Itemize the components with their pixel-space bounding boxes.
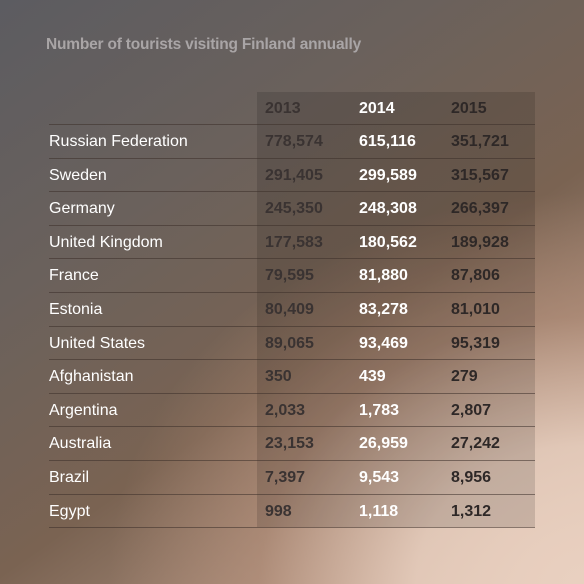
table-cell-2015: 95,319 xyxy=(451,335,500,352)
table-cell-2015: 351,721 xyxy=(451,133,509,150)
table-cell-2015: 87,806 xyxy=(451,267,500,284)
table-cell-2013: 2,033 xyxy=(265,402,306,419)
table-cell-2014: 26,959 xyxy=(359,435,408,452)
row-label: Russian Federation xyxy=(49,133,188,150)
row-label: United States xyxy=(49,335,146,352)
table-cell-2015: 266,397 xyxy=(451,200,509,217)
row-divider xyxy=(49,326,535,327)
table-cell-2014: 180,562 xyxy=(359,234,417,251)
row-label: Estonia xyxy=(49,301,103,318)
row-divider xyxy=(49,292,535,293)
row-divider xyxy=(49,158,535,159)
row-divider xyxy=(49,494,535,495)
table-cell-2015: 8,956 xyxy=(451,469,492,486)
table-cell-2013: 291,405 xyxy=(265,167,323,184)
table-cell-2013: 80,409 xyxy=(265,301,314,318)
table-cell-2013: 7,397 xyxy=(265,469,306,486)
table-cell-2015: 1,312 xyxy=(451,503,492,520)
row-label: Brazil xyxy=(49,469,90,486)
table-cell-2015: 2,807 xyxy=(451,402,492,419)
table-cell-2013: 998 xyxy=(265,503,292,520)
table-cell-2015: 81,010 xyxy=(451,301,500,318)
table-cell-2014: 1,783 xyxy=(359,402,400,419)
table-cell-2014: 615,116 xyxy=(359,133,416,150)
column-header-2013: 2013 xyxy=(265,100,301,117)
table-cell-2014: 439 xyxy=(359,368,386,385)
table-cell-2014: 299,589 xyxy=(359,167,417,184)
row-divider xyxy=(49,426,535,427)
table-cell-2014: 9,543 xyxy=(359,469,400,486)
row-divider xyxy=(49,191,535,192)
row-label: Australia xyxy=(49,435,112,452)
table-cell-2013: 245,350 xyxy=(265,200,323,217)
table-cell-2014: 93,469 xyxy=(359,335,408,352)
row-divider xyxy=(49,124,535,125)
column-header-2015: 2015 xyxy=(451,100,487,117)
table-cell-2015: 27,242 xyxy=(451,435,500,452)
table-cell-2015: 279 xyxy=(451,368,478,385)
row-label: Sweden xyxy=(49,167,107,184)
row-divider xyxy=(49,225,535,226)
table-cell-2013: 177,583 xyxy=(265,234,323,251)
table-cell-2013: 23,153 xyxy=(265,435,314,452)
column-band-2014 xyxy=(349,92,443,527)
table-cell-2013: 79,595 xyxy=(265,267,314,284)
table-cell-2015: 315,567 xyxy=(451,167,509,184)
row-divider xyxy=(49,527,535,528)
row-divider xyxy=(49,460,535,461)
row-label: Egypt xyxy=(49,503,90,520)
row-divider xyxy=(49,258,535,259)
table-cell-2014: 83,278 xyxy=(359,301,408,318)
chart-title: Number of tourists visiting Finland annu… xyxy=(46,36,362,53)
column-header-2014: 2014 xyxy=(359,100,395,117)
column-band-2013 xyxy=(257,92,349,527)
column-band-2015 xyxy=(443,92,535,527)
table-cell-2014: 1,118 xyxy=(359,503,399,520)
table-cell-2015: 189,928 xyxy=(451,234,509,251)
row-label: United Kingdom xyxy=(49,234,163,251)
row-label: Afghanistan xyxy=(49,368,134,385)
row-label: France xyxy=(49,267,99,284)
row-divider xyxy=(49,359,535,360)
table-cell-2013: 350 xyxy=(265,368,292,385)
row-label: Argentina xyxy=(49,402,118,419)
row-label: Germany xyxy=(49,200,115,217)
table-cell-2013: 89,065 xyxy=(265,335,314,352)
row-divider xyxy=(49,393,535,394)
table-cell-2014: 81,880 xyxy=(359,267,408,284)
table-cell-2013: 778,574 xyxy=(265,133,323,150)
table-cell-2014: 248,308 xyxy=(359,200,417,217)
